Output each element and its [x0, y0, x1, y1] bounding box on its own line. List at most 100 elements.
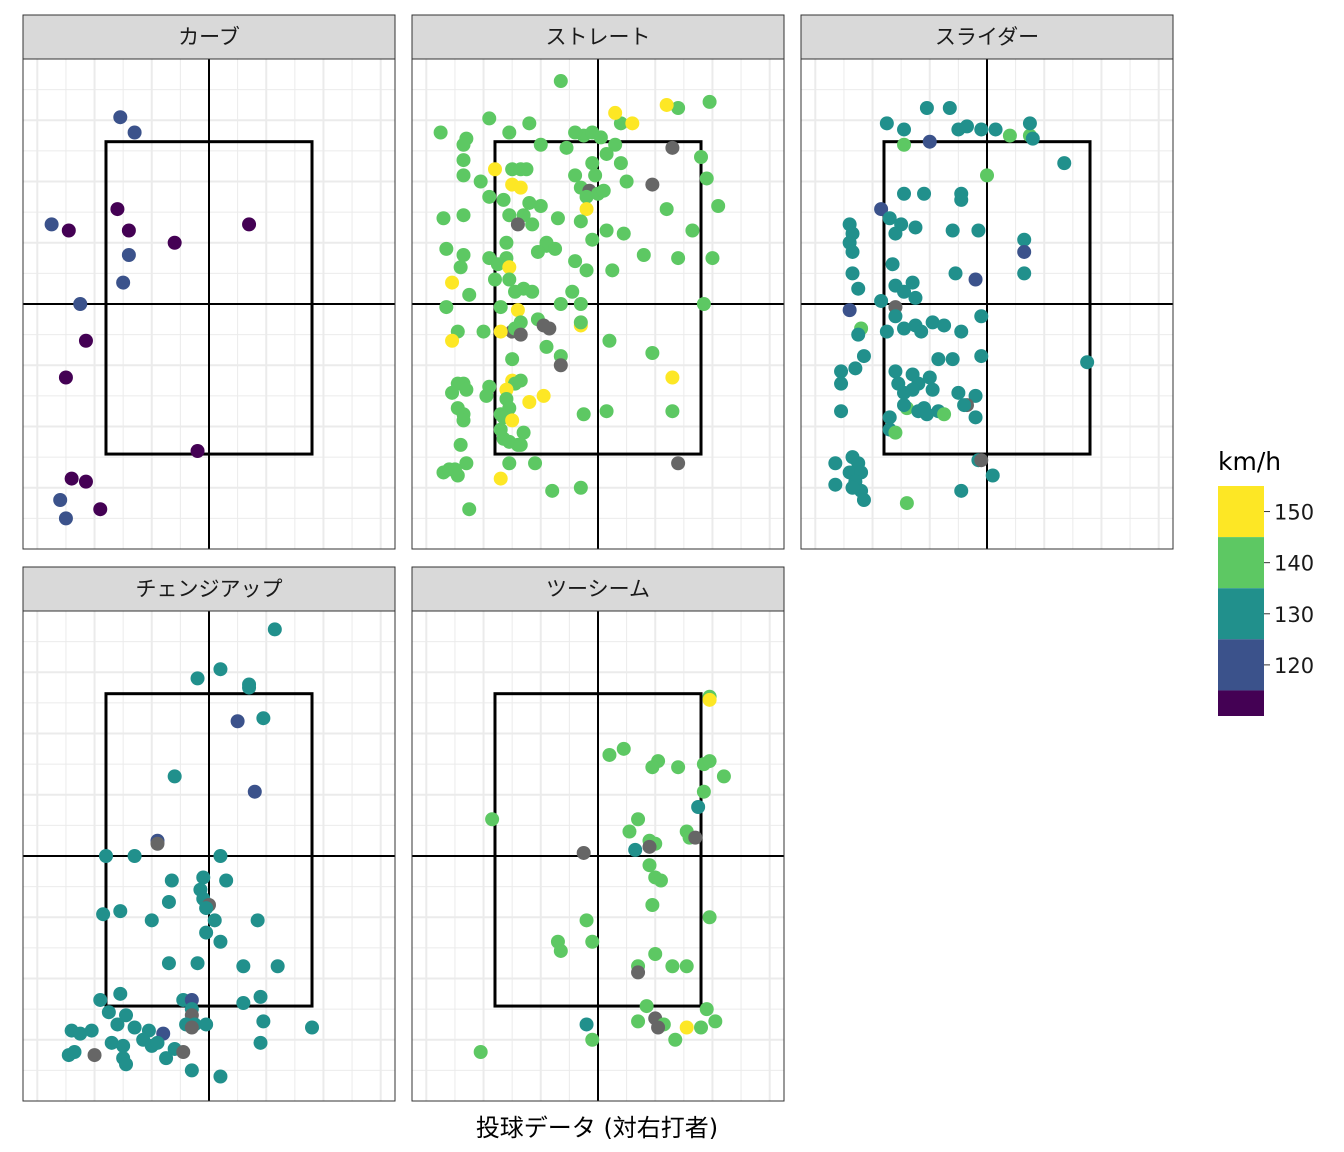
pitch-point: [505, 352, 520, 367]
pitch-point: [67, 1045, 82, 1059]
pitch-point: [127, 125, 142, 140]
pitch-point: [473, 174, 488, 189]
pitch-point: [253, 1035, 268, 1050]
pitch-point: [842, 303, 857, 318]
pitch-point: [93, 502, 108, 517]
pitch-point: [925, 382, 940, 397]
pitch-point: [230, 714, 245, 729]
pitch-point: [553, 358, 568, 373]
pitch-point: [456, 137, 471, 152]
pitch-point: [533, 199, 548, 213]
pitch-point: [516, 425, 531, 440]
pitch-point: [897, 284, 912, 299]
legend-tick-label: 130: [1274, 603, 1314, 627]
pitch-point: [851, 327, 866, 342]
pitch-point: [573, 214, 588, 229]
pitch-point: [110, 202, 125, 217]
pitch-point: [487, 272, 502, 287]
pitch-point: [665, 959, 680, 974]
pitch-point: [968, 272, 983, 287]
pitch-point: [199, 925, 214, 940]
pitch-point: [908, 290, 923, 305]
pitch-point: [679, 1020, 694, 1035]
pitch-point: [190, 956, 205, 971]
pitch-point: [568, 125, 583, 140]
pitch-point: [593, 130, 608, 145]
pitch-point: [113, 110, 128, 125]
pitch-point: [668, 1032, 683, 1047]
pitch-point: [445, 385, 460, 400]
pitch-point: [104, 1035, 119, 1050]
pitch-point: [447, 462, 462, 477]
pitch-point: [256, 1014, 271, 1029]
pitch-point: [702, 910, 717, 925]
pitch-point: [533, 137, 548, 152]
pitch-point: [651, 1020, 666, 1035]
pitch-points: [828, 101, 1095, 511]
pitch-point: [945, 352, 960, 367]
pitch-point: [639, 999, 654, 1014]
pitch-point: [73, 297, 88, 311]
pitch-point: [897, 321, 912, 336]
pitch-point: [879, 116, 894, 131]
pitch-point: [613, 116, 628, 131]
pitch-point: [671, 101, 686, 115]
pitch-point: [599, 404, 614, 419]
pitch-point: [631, 812, 646, 827]
pitch-point: [436, 211, 451, 226]
pitch-point: [213, 849, 228, 863]
pitch-point: [510, 303, 525, 318]
pitch-point: [579, 913, 594, 928]
pitch-point: [980, 168, 994, 183]
pitch-point: [522, 395, 537, 409]
pitch-point: [688, 830, 703, 845]
pitch-point: [671, 760, 686, 775]
pitch-point: [167, 769, 182, 784]
pitch-point: [96, 907, 111, 922]
pitch-point: [891, 376, 906, 391]
pitch-point: [61, 223, 76, 238]
pitch-point: [653, 873, 668, 888]
pitch-point: [553, 943, 568, 958]
legend-tick-label: 120: [1274, 654, 1314, 678]
pitch-point: [101, 1005, 116, 1020]
pitch-point: [882, 211, 897, 226]
pitch-point: [905, 382, 920, 397]
pitch-point: [648, 947, 663, 961]
pitch-point: [121, 223, 136, 238]
pitch-point: [925, 315, 940, 330]
pitch-point: [513, 373, 528, 388]
pitch-point: [493, 422, 508, 437]
pitch-point: [439, 241, 454, 256]
pitch-point: [899, 496, 914, 511]
pitch-point: [98, 849, 113, 863]
pitch-point: [242, 217, 257, 232]
pitch-point: [184, 1020, 199, 1035]
pitch-point: [439, 300, 454, 315]
pitch-point: [219, 873, 234, 888]
pitch-point: [453, 437, 468, 452]
facet-panel: ツーシーム: [411, 566, 785, 1102]
legend-color-bin: [1218, 588, 1264, 640]
pitch-point: [897, 186, 912, 201]
pitch-point: [954, 324, 969, 339]
pitch-point: [1057, 156, 1072, 171]
pitch-point: [565, 284, 580, 299]
pitch-point: [64, 471, 79, 486]
pitch-point: [645, 346, 660, 360]
pitch-point: [922, 134, 937, 149]
pitch-point: [968, 388, 983, 403]
pitch-point: [585, 232, 600, 247]
panel-border: [22, 610, 396, 1102]
pitch-point: [161, 956, 176, 971]
pitch-point: [1017, 266, 1032, 281]
pitch-point: [942, 101, 957, 115]
pitch-point: [247, 784, 262, 799]
pitch-point: [213, 1069, 228, 1084]
pitch-point: [885, 257, 900, 272]
x-axis-label: 投球データ (対右打者): [476, 1114, 718, 1142]
pitch-point: [905, 275, 920, 290]
facet-strip-label: スライダー: [935, 25, 1039, 49]
pitch-point: [954, 483, 969, 498]
